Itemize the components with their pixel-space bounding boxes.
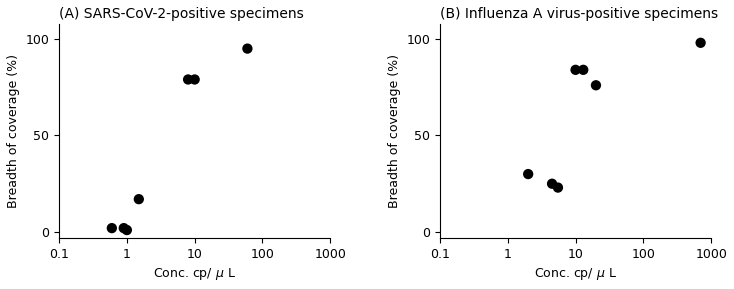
Point — [546, 181, 558, 186]
Point — [182, 77, 194, 82]
Text: (B) Influenza A virus-positive specimens: (B) Influenza A virus-positive specimens — [440, 7, 718, 21]
Point — [241, 46, 253, 51]
Point — [578, 68, 589, 72]
Point — [118, 226, 130, 230]
Point — [106, 226, 117, 230]
Point — [121, 228, 133, 232]
Point — [590, 83, 602, 88]
Point — [189, 77, 200, 82]
Y-axis label: Breadth of coverage (%): Breadth of coverage (%) — [7, 54, 20, 208]
Y-axis label: Breadth of coverage (%): Breadth of coverage (%) — [388, 54, 401, 208]
Point — [133, 197, 145, 201]
Point — [523, 172, 534, 176]
Point — [570, 68, 581, 72]
Point — [552, 185, 564, 190]
X-axis label: Conc. cp/ $\it{\mu}$ L: Conc. cp/ $\it{\mu}$ L — [534, 266, 617, 282]
Text: (A) SARS-CoV-2-positive specimens: (A) SARS-CoV-2-positive specimens — [59, 7, 304, 21]
Point — [695, 40, 707, 45]
X-axis label: Conc. cp/ $\it{\mu}$ L: Conc. cp/ $\it{\mu}$ L — [153, 266, 236, 282]
